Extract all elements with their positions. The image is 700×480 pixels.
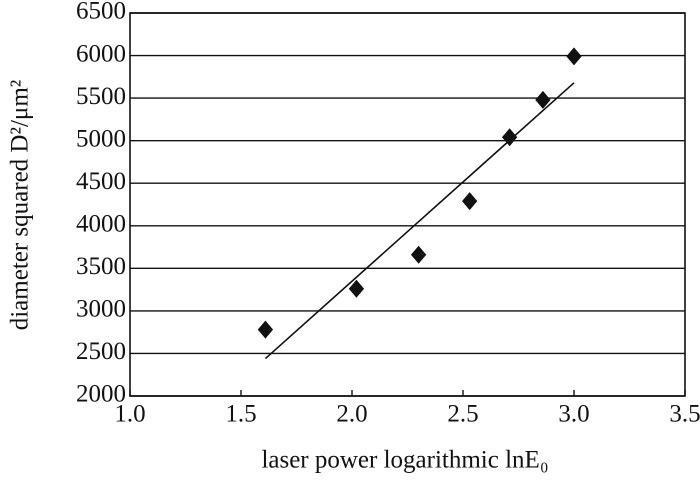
y-tick-label: 3500 xyxy=(76,253,126,280)
x-tick-label: 1.5 xyxy=(225,401,256,428)
data-point xyxy=(410,245,427,264)
data-point xyxy=(566,47,582,66)
x-tick-label: 1.0 xyxy=(114,401,145,428)
data-point xyxy=(501,128,518,147)
data-point xyxy=(462,192,478,211)
y-tick-label: 4500 xyxy=(76,168,126,195)
plot-frame xyxy=(129,12,686,397)
x-tick-label: 3.0 xyxy=(558,401,589,428)
y-tick-label: 6000 xyxy=(76,40,126,67)
data-point xyxy=(348,279,365,298)
data-point xyxy=(535,90,551,109)
y-tick-label: 2500 xyxy=(76,338,126,365)
x-axis-label: laser power logarithmic lnE₀ xyxy=(261,447,548,474)
y-axis-label: diameter squared D²/μm² xyxy=(7,80,34,331)
x-tick-label: 2.0 xyxy=(336,401,367,428)
x-tick-label: 2.5 xyxy=(447,401,478,428)
y-tick-label: 6500 xyxy=(76,0,126,25)
y-tick-label: 2000 xyxy=(76,381,126,408)
y-tick-label: 5500 xyxy=(76,83,126,110)
y-tick-label: 5000 xyxy=(76,125,126,152)
fit-line xyxy=(264,82,575,360)
x-tick-label: 3.5 xyxy=(669,401,700,428)
data-point xyxy=(257,320,274,339)
y-tick-label: 4000 xyxy=(76,211,126,238)
y-tick-label: 3000 xyxy=(76,296,126,323)
